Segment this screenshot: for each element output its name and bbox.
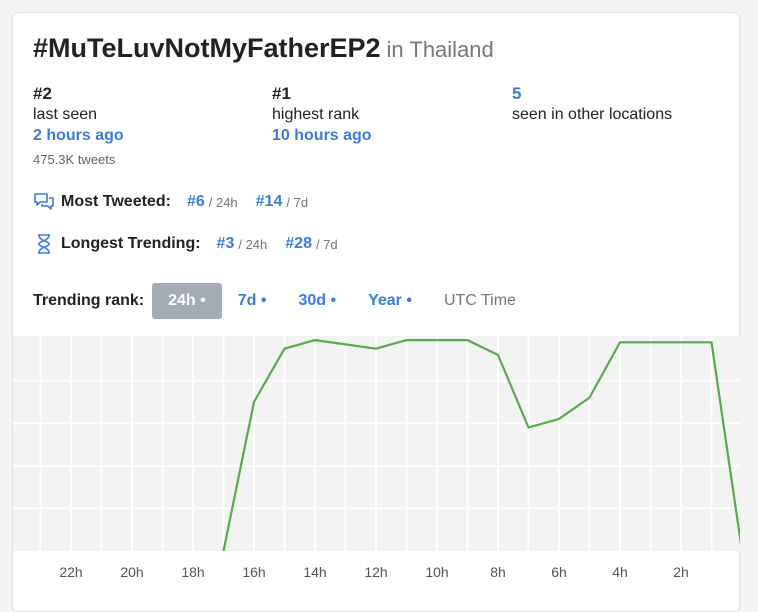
x-tick-label: 14h (303, 564, 326, 580)
stat-other-locations: 5 seen in other locations (512, 83, 672, 125)
highest-rank-label: highest rank (272, 106, 360, 123)
stat-highest-rank: #1 highest rank 10 hours ago (272, 83, 372, 146)
hashtag-title[interactable]: #MuTeLuvNotMyFatherEP2 (33, 33, 381, 63)
x-tick-label: 2h (673, 564, 689, 580)
most-tweeted-24h-link[interactable]: #6 (186, 193, 205, 210)
last-seen-time-link[interactable]: 2 hours ago (33, 127, 124, 144)
longest-trending-24h-period: / 24h (238, 236, 268, 252)
x-tick-label: 4h (612, 564, 628, 580)
range-24h-button[interactable]: 24h • (152, 283, 222, 319)
most-tweeted-label: Most Tweeted: (61, 193, 171, 210)
tweet-count: 475.3K tweets (33, 152, 116, 167)
last-seen-rank: #2 (33, 84, 52, 103)
most-tweeted-row: Most Tweeted: #6 / 24h #14 / 7d (33, 191, 326, 213)
x-tick-label: 10h (425, 564, 448, 580)
longest-trending-24h-link[interactable]: #3 (216, 235, 235, 252)
x-tick-label: 6h (551, 564, 567, 580)
chat-bubbles-icon (34, 193, 54, 210)
x-axis-ticks: 22h 20h 18h 16h 14h 12h 10h 8h 6h 4h 2h (59, 564, 688, 580)
title-row: #MuTeLuvNotMyFatherEP2 in Thailand (33, 33, 494, 64)
x-tick-label: 8h (490, 564, 506, 580)
trend-card: #MuTeLuvNotMyFatherEP2 in Thailand #2 las… (12, 12, 740, 612)
x-tick-label: 22h (59, 564, 82, 580)
location-label: in Thailand (386, 37, 494, 62)
range-7d-button[interactable]: 7d • (237, 292, 267, 309)
other-locations-count-link[interactable]: 5 (512, 84, 522, 103)
last-seen-label: last seen (33, 106, 98, 123)
highest-rank-time-link[interactable]: 10 hours ago (272, 127, 372, 144)
longest-trending-label: Longest Trending: (61, 235, 201, 252)
most-tweeted-7d-link[interactable]: #14 (255, 193, 283, 210)
utc-time-toggle[interactable]: UTC Time (443, 292, 516, 309)
chart-grid (13, 336, 740, 551)
other-locations-label: seen in other locations (512, 106, 673, 123)
x-tick-label: 16h (242, 564, 265, 580)
x-tick-label: 12h (364, 564, 387, 580)
highest-rank-value: #1 (272, 84, 291, 103)
longest-trending-7d-link[interactable]: #28 (285, 235, 312, 252)
hourglass-icon (38, 234, 50, 254)
most-tweeted-24h-period: / 24h (208, 194, 238, 210)
rank-series-line (222, 338, 740, 552)
range-year-button[interactable]: Year • (368, 292, 412, 309)
most-tweeted-7d-period: / 7d (286, 194, 309, 210)
trending-rank-controls: Trending rank: 24h • 7d • 30d • Year • U… (33, 281, 532, 321)
range-30d-button[interactable]: 30d • (298, 292, 337, 309)
longest-trending-row: Longest Trending: #3 / 24h #28 / 7d (33, 233, 356, 255)
longest-trending-7d-period: / 7d (315, 236, 338, 252)
x-tick-label: 18h (181, 564, 204, 580)
trending-rank-chart: 22h 20h 18h 16h 14h 12h 10h 8h 6h 4h 2h (13, 336, 740, 580)
stat-last-seen: #2 last seen 2 hours ago 475.3K tweets (33, 83, 124, 170)
x-tick-label: 20h (120, 564, 143, 580)
trending-rank-label: Trending rank: (33, 292, 145, 309)
